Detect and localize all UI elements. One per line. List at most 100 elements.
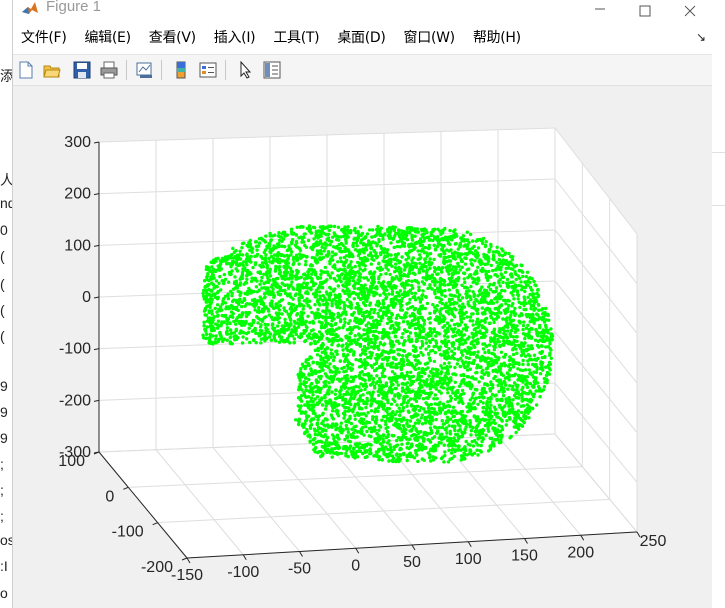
scatter-point <box>501 317 505 321</box>
scatter-point <box>349 379 353 384</box>
scatter-point <box>377 280 381 285</box>
plot-area[interactable]: 300 200 100 0 -100 -200 -300 100 0 -100 -200 -150 -1… <box>13 86 712 608</box>
scatter-point <box>426 396 430 400</box>
scatter-point <box>391 397 395 401</box>
scatter-point <box>451 372 455 376</box>
scatter-point <box>330 403 334 407</box>
scatter-point <box>324 438 329 442</box>
menu-tools[interactable]: 工具(T) <box>273 30 320 46</box>
scatter-point <box>264 234 268 238</box>
scatter-point <box>512 346 516 350</box>
scatter-point <box>502 339 506 343</box>
scatter-point <box>421 318 426 322</box>
scatter-point <box>354 444 359 448</box>
scatter-point <box>453 365 457 370</box>
edit-plot-button[interactable] <box>235 59 257 81</box>
scatter-point <box>358 279 362 283</box>
scatter-point <box>389 402 394 406</box>
scatter-point <box>299 332 303 336</box>
scatter-point <box>361 425 365 430</box>
scatter-point <box>309 280 314 284</box>
link-plot-button[interactable] <box>134 59 156 81</box>
scatter-point <box>453 409 457 413</box>
menu-insert[interactable]: 插入(I) <box>213 30 256 46</box>
scatter-point <box>435 304 439 308</box>
menu-file[interactable]: 文件(F) <box>21 30 67 46</box>
scatter-point <box>377 428 381 432</box>
scatter-point <box>461 302 465 306</box>
scatter-point <box>313 432 317 437</box>
print-button[interactable] <box>98 59 120 81</box>
scatter-point <box>526 362 530 367</box>
open-file-button[interactable] <box>41 59 63 81</box>
scatter-point <box>487 343 492 347</box>
scatter-point <box>278 304 282 308</box>
x-tick-label: 150 <box>511 548 538 565</box>
menu-edit[interactable]: 编辑(E) <box>84 30 131 46</box>
menu-help[interactable]: 帮助(H) <box>472 30 521 46</box>
save-button[interactable] <box>71 59 93 81</box>
scatter-point <box>443 374 447 378</box>
scatter-point <box>408 288 413 292</box>
scatter-point <box>463 262 468 266</box>
scatter-point <box>344 423 348 428</box>
minimize-button[interactable] <box>577 0 622 22</box>
menu-dock-chevron-icon[interactable]: ↘ <box>695 30 706 44</box>
scatter-point <box>423 306 427 311</box>
scatter-point <box>461 353 465 357</box>
scatter-point <box>498 253 502 257</box>
scatter-point <box>401 274 405 278</box>
scatter-point <box>401 409 405 413</box>
scatter-point <box>277 257 282 262</box>
background-text-fragment: ; <box>0 508 4 524</box>
insert-legend-button[interactable] <box>197 59 219 81</box>
scatter-point <box>294 332 298 337</box>
insert-colorbar-button[interactable] <box>170 59 192 81</box>
scatter-point <box>451 265 456 269</box>
scatter-point <box>218 330 222 335</box>
background-text-fragment: 0 <box>0 222 8 238</box>
scatter-point <box>366 293 370 298</box>
scatter-point <box>421 397 426 401</box>
scatter-point <box>405 394 409 399</box>
scatter-point <box>369 383 373 387</box>
scatter-point <box>374 407 378 411</box>
scatter-point <box>447 424 451 428</box>
scatter-point <box>440 270 444 274</box>
scatter-point <box>485 330 489 334</box>
scatter-point <box>419 350 423 355</box>
scatter-point <box>548 353 552 357</box>
scatter-point <box>327 392 331 396</box>
scatter-point <box>492 340 497 344</box>
close-button[interactable] <box>667 0 712 22</box>
maximize-button[interactable] <box>622 0 667 22</box>
close-icon <box>684 5 695 17</box>
scatter-point <box>489 263 493 268</box>
scatter-point <box>327 328 331 332</box>
scatter-point <box>309 329 314 333</box>
scatter-point <box>441 376 445 381</box>
scatter-point <box>440 407 445 412</box>
scatter-point <box>405 404 409 408</box>
scatter-point <box>504 302 508 306</box>
menu-view[interactable]: 查看(V) <box>148 30 196 46</box>
scatter-point <box>350 312 354 317</box>
scatter-point <box>356 305 361 309</box>
scatter-point <box>452 306 457 310</box>
scatter-point <box>372 310 376 315</box>
scatter-point <box>542 320 547 324</box>
scatter-point <box>283 324 288 328</box>
menu-desktop[interactable]: 桌面(D) <box>337 30 386 46</box>
scatter-point <box>537 308 541 312</box>
menu-window[interactable]: 窗口(W) <box>403 30 456 46</box>
scatter-point <box>515 351 519 355</box>
background-text-fragment: ( <box>0 276 5 292</box>
scatter-point <box>333 232 337 237</box>
scatter-point <box>468 232 473 237</box>
property-inspector-button[interactable] <box>261 59 283 81</box>
new-figure-button[interactable] <box>15 59 37 81</box>
scatter-point <box>477 420 482 425</box>
scatter-point <box>299 235 303 239</box>
scatter-point <box>262 281 266 286</box>
